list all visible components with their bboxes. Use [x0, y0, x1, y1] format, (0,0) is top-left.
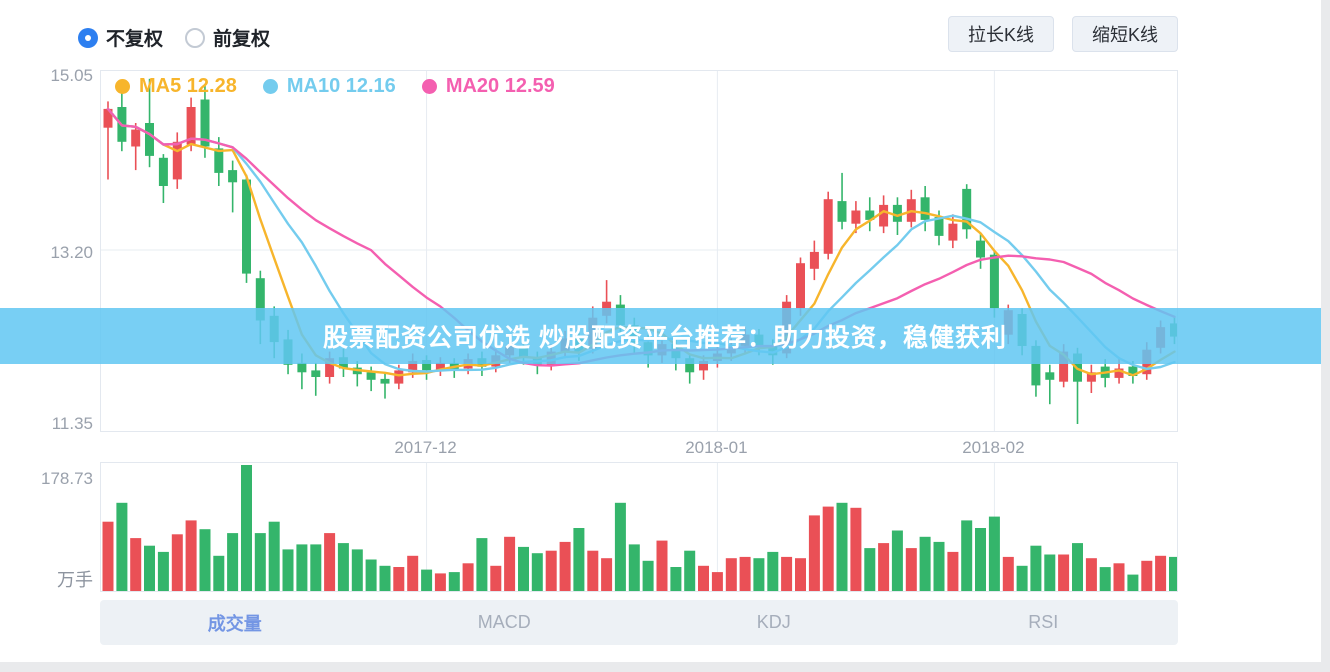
promo-banner: 股票配资公司优选 炒股配资平台推荐：助力投资，稳健获利 [0, 308, 1330, 364]
stretch-kline-button[interactable]: 拉长K线 [948, 16, 1054, 52]
ma5-dot-icon [115, 79, 130, 94]
ma20-dot-icon [421, 79, 437, 94]
tab-rsi[interactable]: RSI [1028, 612, 1059, 632]
radio-unselected-icon [185, 27, 206, 48]
legend-ma20-label: MA20 12.59 [445, 75, 555, 97]
volume-chart-plot[interactable] [100, 462, 1178, 592]
bottom-page-strip [0, 662, 1330, 672]
shrink-kline-button[interactable]: 缩短K线 [1072, 16, 1178, 52]
ma-legend: MA5 12.28 MA10 12.16 MA20 12.59 [115, 75, 555, 98]
controls-row: 不复权 前复权 拉长K线 缩短K线 [0, 0, 1330, 64]
price-tick-bottom: 11.35 [51, 414, 93, 433]
volume-svg [102, 463, 1177, 591]
candlestick-svg [101, 71, 1177, 431]
legend-ma5-label: MA5 12.28 [139, 75, 237, 97]
date-tick-1: 2017-12 [394, 438, 457, 457]
tab-volume[interactable]: 成交量 [207, 613, 262, 634]
price-tick-middle: 13.20 [50, 243, 93, 262]
kline-button-group: 拉长K线 缩短K线 [948, 16, 1178, 52]
volume-max-label: 178.73 [41, 469, 93, 488]
legend-ma10-label: MA10 12.16 [286, 75, 396, 97]
date-tick-3: 2018-02 [962, 438, 1025, 457]
scrollbar[interactable] [1321, 0, 1330, 672]
ma10-dot-icon [262, 79, 278, 94]
legend-ma10: MA10 12.16 [262, 75, 396, 98]
price-chart-plot[interactable]: MA5 12.28 MA10 12.16 MA20 12.59 [100, 70, 1178, 432]
indicator-tab-bar: 成交量 MACD KDJ RSI [100, 600, 1178, 645]
radio-forward-adjust-label: 前复权 [213, 29, 271, 50]
tab-kdj[interactable]: KDJ [756, 612, 791, 632]
promo-banner-text: 股票配资公司优选 炒股配资平台推荐：助力投资，稳健获利 [323, 324, 1007, 352]
volume-unit-label: 万手 [57, 570, 93, 590]
price-tick-top: 15.05 [50, 66, 93, 85]
tab-macd[interactable]: MACD [477, 612, 531, 632]
legend-ma20: MA20 12.59 [421, 75, 555, 98]
radio-no-adjust-label: 不复权 [106, 29, 164, 50]
adjust-radio-group: 不复权 前复权 [78, 24, 270, 51]
radio-forward-adjust[interactable]: 前复权 [185, 24, 270, 51]
radio-no-adjust[interactable]: 不复权 [78, 24, 163, 51]
date-tick-2: 2018-01 [685, 438, 748, 457]
radio-selected-icon [78, 27, 98, 48]
legend-ma5: MA5 12.28 [115, 75, 237, 98]
